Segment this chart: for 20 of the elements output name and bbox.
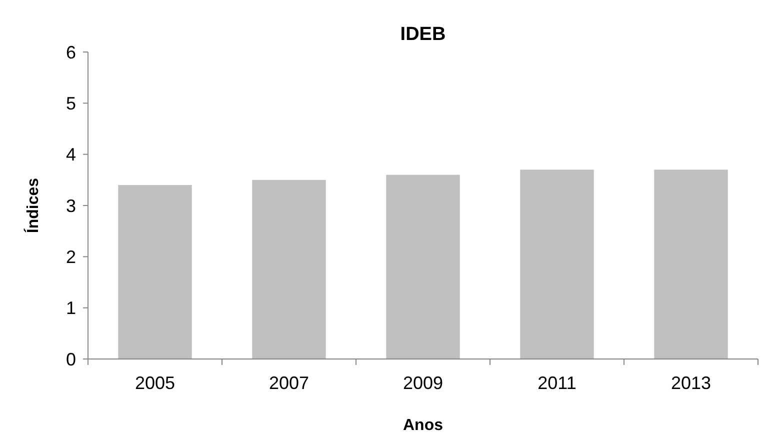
x-tick-label: 2009 <box>402 373 444 393</box>
bar <box>252 180 326 359</box>
bar <box>654 170 728 359</box>
bar <box>118 185 192 359</box>
chart-title: IDEB <box>400 24 446 45</box>
bar <box>386 174 460 359</box>
y-tick-label: 5 <box>66 93 76 114</box>
y-tick-label: 3 <box>66 196 76 216</box>
x-tick-label: 2013 <box>670 373 712 393</box>
x-tick-label: 2007 <box>268 373 310 393</box>
y-tick-label: 2 <box>66 246 76 267</box>
bar <box>520 170 594 359</box>
y-tick-label: 1 <box>66 298 76 318</box>
x-tick-label: 2011 <box>538 373 576 393</box>
y-axis-title: Índices <box>23 178 42 234</box>
y-tick-label: 0 <box>66 349 76 370</box>
x-axis-title: Anos <box>403 417 444 434</box>
y-tick-label: 6 <box>66 42 76 62</box>
y-tick-label: 4 <box>66 144 76 165</box>
x-tick-label: 2005 <box>134 373 176 393</box>
